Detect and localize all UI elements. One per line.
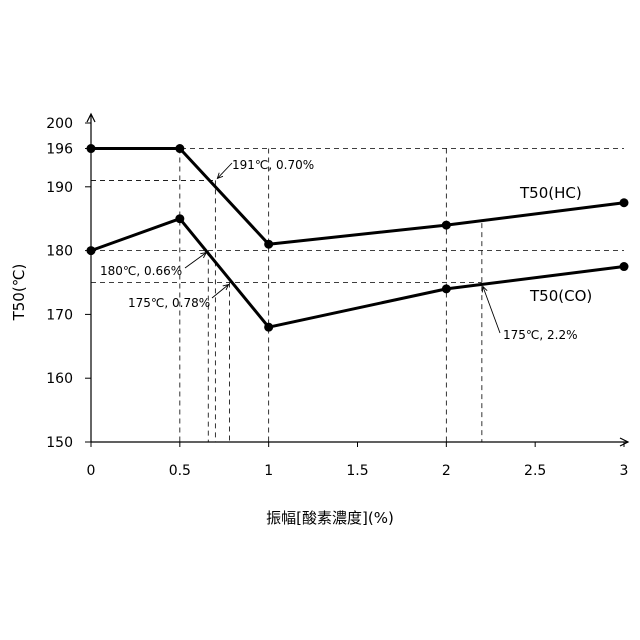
data-point-hc bbox=[264, 240, 273, 249]
annotation-label: 191℃, 0.70% bbox=[232, 158, 314, 172]
y-tick-label: 170 bbox=[46, 307, 73, 323]
x-tick-label: 3 bbox=[620, 463, 629, 479]
y-tick-label: 190 bbox=[46, 180, 73, 196]
annotation-leader bbox=[217, 163, 232, 178]
y-tick-label: 200 bbox=[46, 116, 73, 132]
data-point-co bbox=[620, 262, 629, 271]
x-tick-label: 2.5 bbox=[524, 463, 546, 479]
annotation-label: 175℃, 0.78% bbox=[128, 296, 210, 310]
data-point-hc bbox=[442, 221, 451, 230]
y-axis-title: T50(℃) bbox=[10, 264, 28, 322]
x-axis-title: 振幅[酸素濃度](%) bbox=[266, 509, 394, 527]
chart-texts: 0 0.5 1 1.5 2 2.5 3 150 160 170 180 190 196 200 振幅[酸素濃… bbox=[10, 116, 628, 527]
x-tick-label: 0 bbox=[87, 463, 96, 479]
annotation-label: 175℃, 2.2% bbox=[503, 328, 578, 342]
y-tick-label: 160 bbox=[46, 371, 73, 387]
x-tick-label: 2 bbox=[442, 463, 451, 479]
x-tick-label: 1.5 bbox=[346, 463, 368, 479]
y-tick-label: 150 bbox=[46, 435, 73, 451]
annotation-label: 180℃, 0.66% bbox=[100, 264, 182, 278]
series-label-co: T50(CO) bbox=[529, 287, 592, 305]
data-point-hc bbox=[620, 198, 629, 207]
y-tick-label: 196 bbox=[46, 142, 73, 158]
x-tick-label: 0.5 bbox=[169, 463, 191, 479]
data-point-co bbox=[175, 214, 184, 223]
data-point-co bbox=[264, 323, 273, 332]
axes bbox=[85, 114, 628, 447]
x-tick-label: 1 bbox=[264, 463, 273, 479]
annotation-leader bbox=[212, 285, 229, 299]
data-point-hc bbox=[87, 144, 96, 153]
annotation-leader bbox=[483, 287, 500, 334]
data-point-co bbox=[442, 284, 451, 293]
annotation-leader bbox=[185, 253, 206, 268]
data-point-co bbox=[87, 246, 96, 255]
series-label-hc: T50(HC) bbox=[519, 184, 582, 202]
data-point-hc bbox=[175, 144, 184, 153]
y-tick-label: 180 bbox=[46, 244, 73, 260]
